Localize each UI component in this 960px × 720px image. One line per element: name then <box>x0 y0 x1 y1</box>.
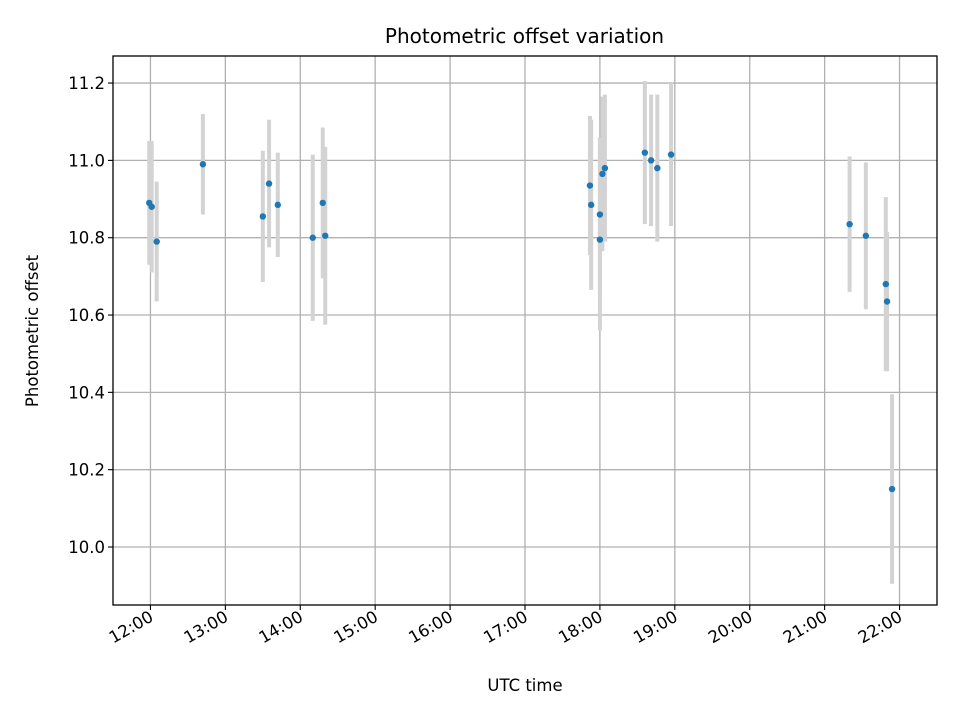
errorbars <box>147 81 895 584</box>
data-point <box>601 164 609 172</box>
data-point <box>586 182 594 189</box>
x-tick-label: 16:00 <box>405 607 456 647</box>
x-tick-label: 14:00 <box>256 607 307 647</box>
data-point <box>654 164 661 172</box>
data-point <box>667 151 675 158</box>
data-point <box>587 201 595 209</box>
x-tick-label: 13:00 <box>181 607 232 647</box>
x-tick-label: 17:00 <box>480 607 531 647</box>
y-tick-label: 11.0 <box>68 151 105 170</box>
data-point <box>148 203 155 210</box>
y-tick-label: 10.0 <box>68 538 105 557</box>
y-axis-ticks: 10.0 10.2 10.4 10.6 10.8 11.0 11.2 <box>68 74 113 557</box>
data-point <box>599 170 606 178</box>
y-axis-label: Photometric offset <box>23 254 42 407</box>
x-axis-ticks: 12:00 13:00 14:00 15:00 16:00 17:00 18:00 19:00… <box>106 605 906 647</box>
data-point <box>153 238 160 245</box>
data-point <box>862 232 870 239</box>
data-point <box>647 157 655 164</box>
y-tick-label: 10.6 <box>68 306 105 325</box>
x-tick-label: 15:00 <box>330 607 381 647</box>
x-tick-label: 20:00 <box>705 607 756 647</box>
grid <box>113 56 937 605</box>
data-point <box>265 180 273 187</box>
y-tick-label: 10.8 <box>68 229 105 248</box>
x-axis-label: UTC time <box>487 676 562 695</box>
data-point <box>641 149 649 156</box>
y-tick-label: 10.4 <box>68 383 105 402</box>
y-tick-label: 10.2 <box>68 461 105 480</box>
data-points <box>146 149 896 493</box>
y-tick-label: 11.2 <box>68 74 105 93</box>
data-point <box>309 234 316 241</box>
chart-title: Photometric offset variation <box>385 24 664 48</box>
data-point <box>259 213 267 220</box>
data-point <box>888 485 896 493</box>
data-point <box>882 280 890 288</box>
data-point <box>199 161 207 168</box>
x-tick-label: 18:00 <box>555 607 606 647</box>
data-point <box>319 199 326 207</box>
data-point <box>596 211 604 218</box>
data-point <box>596 236 604 243</box>
x-tick-label: 21:00 <box>780 607 831 647</box>
data-point <box>274 201 281 209</box>
data-point <box>322 232 329 239</box>
x-tick-label: 22:00 <box>855 607 906 647</box>
x-tick-label: 19:00 <box>630 607 681 647</box>
x-tick-label: 12:00 <box>106 607 157 647</box>
data-point <box>846 220 853 228</box>
data-point <box>883 298 891 305</box>
